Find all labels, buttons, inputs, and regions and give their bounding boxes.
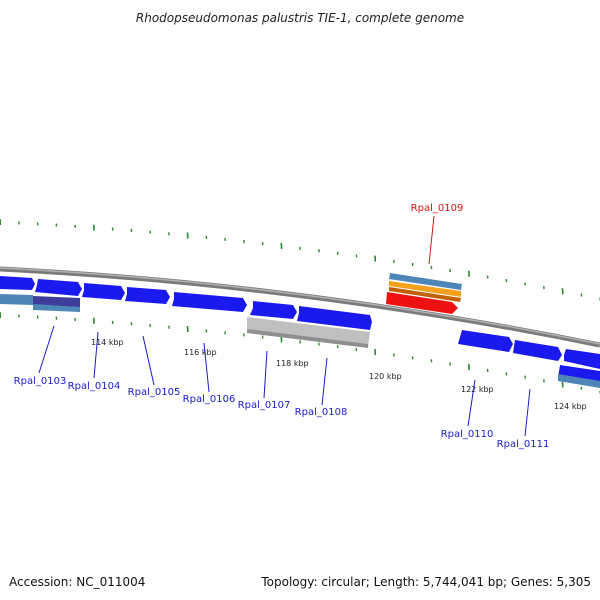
leader-line	[38, 325, 55, 374]
gene-arrow[interactable]	[35, 279, 82, 296]
accession-text: Accession: NC_011004	[9, 575, 145, 589]
feature-block[interactable]	[247, 317, 370, 347]
scale-label: 122 kbp	[461, 385, 494, 394]
gene-label-rpal-0105[interactable]: Rpal_0105	[128, 387, 181, 398]
feature-block[interactable]	[389, 281, 461, 297]
leader-line	[263, 350, 268, 399]
feature-track-lower	[0, 294, 600, 388]
gene-label-rpal-0107[interactable]: Rpal_0107	[238, 400, 291, 411]
leader-line	[203, 342, 210, 393]
feature-block	[247, 329, 368, 348]
gene-arrow[interactable]	[297, 306, 372, 330]
genome-backbone	[0, 266, 600, 348]
gene-arrow[interactable]	[172, 292, 247, 312]
gene-label-rpal-0108[interactable]: Rpal_0108	[295, 407, 348, 418]
gene-labels: Rpal_0103 Rpal_0104 Rpal_0105 Rpal_0106 …	[14, 203, 550, 450]
gene-rpal-0109-features	[386, 273, 462, 314]
feature-block[interactable]	[0, 294, 33, 305]
gene-label-rpal-0103[interactable]: Rpal_0103	[14, 376, 67, 387]
gene-label-rpal-0106[interactable]: Rpal_0106	[183, 394, 236, 405]
leader-line	[142, 335, 155, 386]
gene-arrow[interactable]	[82, 283, 125, 300]
inner-tick-ring	[0, 311, 600, 394]
gene-track-forward	[0, 276, 600, 369]
gene-label-rpal-0111[interactable]: Rpal_0111	[497, 439, 550, 450]
gene-arrow[interactable]	[0, 276, 35, 290]
genome-summary-text: Topology: circular; Length: 5,744,041 bp…	[260, 575, 591, 589]
scale-label: 116 kbp	[184, 348, 217, 357]
gene-arrow[interactable]	[513, 340, 562, 361]
feature-block[interactable]	[33, 304, 80, 312]
gene-label-rpal-0110[interactable]: Rpal_0110	[441, 429, 494, 440]
feature-block	[389, 287, 461, 302]
gene-label-leaders	[38, 215, 531, 437]
leader-line	[524, 388, 531, 437]
leader-line-highlight	[428, 215, 435, 265]
outer-tick-ring	[0, 218, 600, 301]
scale-label: 124 kbp	[554, 402, 587, 411]
scale-label: 120 kbp	[369, 372, 402, 381]
feature-block[interactable]	[33, 296, 80, 307]
scale-label: 118 kbp	[276, 359, 309, 368]
genome-backbone-highlight	[0, 267, 600, 345]
scale-labels: 114 kbp 116 kbp 118 kbp 120 kbp 122 kbp …	[91, 338, 587, 411]
leader-line	[93, 331, 99, 379]
gene-label-rpal-0109[interactable]: Rpal_0109	[411, 203, 464, 214]
feature-block[interactable]	[389, 273, 462, 290]
gene-arrow-highlight[interactable]	[386, 292, 458, 314]
scale-label: 114 kbp	[91, 338, 124, 347]
gene-arrow[interactable]	[125, 287, 170, 304]
feature-block[interactable]	[558, 374, 600, 388]
gene-arrow[interactable]	[564, 349, 600, 369]
leader-line	[467, 379, 476, 427]
gene-arrow[interactable]	[250, 301, 297, 319]
gene-arrow[interactable]	[458, 330, 513, 352]
leader-line	[321, 357, 328, 406]
map-title: Rhodopseudomonas palustris TIE-1, comple…	[136, 11, 464, 25]
gene-label-rpal-0104[interactable]: Rpal_0104	[68, 381, 121, 392]
